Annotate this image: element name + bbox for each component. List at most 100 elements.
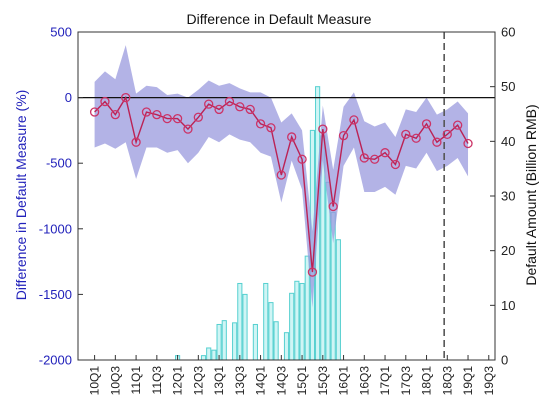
x-tick-label: 13Q1 [212, 366, 226, 396]
axes [77, 31, 496, 361]
x-tick-label: 15Q3 [316, 366, 330, 396]
right-tick-label: 40 [501, 134, 515, 149]
left-tick-label: -1000 [39, 221, 72, 236]
data-point [266, 123, 276, 133]
data-point [100, 96, 110, 107]
bar [289, 292, 295, 361]
data-point [370, 154, 380, 164]
y-axis-label-left: Difference in Default Measure (%) [13, 90, 29, 301]
data-point [421, 119, 432, 129]
bar [283, 332, 290, 361]
right-tick-label: 50 [501, 79, 515, 94]
data-point [287, 132, 297, 142]
bar [200, 355, 207, 361]
data-point [152, 110, 162, 120]
x-tick-label: 15Q1 [295, 366, 309, 396]
right-tick-label: 60 [501, 25, 515, 40]
data-point [411, 133, 421, 143]
data-point [380, 148, 390, 158]
bar [206, 347, 212, 361]
data-point [432, 137, 442, 147]
bar [294, 280, 300, 361]
x-tick-label: 10Q1 [88, 366, 102, 396]
x-tick-label: 11Q1 [129, 366, 143, 395]
data-point [463, 138, 473, 149]
bar [221, 320, 227, 361]
left-tick-label: -500 [46, 156, 72, 171]
data-point [172, 113, 183, 124]
marker-series [89, 92, 473, 277]
x-tick-label: 13Q3 [233, 366, 247, 396]
chart-title: Difference in Default Measure [187, 11, 372, 27]
data-point [245, 104, 255, 115]
x-tick-label: 16Q1 [337, 366, 351, 396]
x-tick-label: 18Q1 [420, 366, 434, 396]
data-point [131, 137, 141, 147]
data-point [214, 104, 224, 115]
right-tick-label: 30 [501, 189, 515, 204]
data-point [141, 107, 152, 117]
bar [216, 323, 222, 361]
x-tick-label: 19Q3 [482, 366, 496, 396]
left-tick-label: -1500 [39, 287, 72, 302]
data-point [121, 92, 131, 103]
line-series [94, 95, 469, 273]
data-point [401, 129, 411, 139]
right-axis-ticks: 60 50 40 30 20 10 0 [490, 25, 515, 368]
data-point [255, 119, 266, 129]
reference-lines [78, 32, 495, 360]
bar [232, 322, 238, 361]
x-tick-label: 11Q3 [150, 366, 164, 395]
right-tick-label: 0 [501, 353, 508, 368]
left-axis-ticks: 500 0 -500 -1000 -1500 -2000 [39, 25, 83, 368]
y-axis-label-right: Default Amount (Billion RMB) [523, 104, 539, 285]
x-axis-ticks: 10Q1 10Q3 11Q1 11Q3 12Q1 12Q3 13Q1 13Q3 14Q1 14Q3… [88, 355, 496, 395]
bar [242, 293, 248, 361]
bar [211, 349, 217, 361]
left-tick-label: 0 [65, 90, 72, 105]
data-point [307, 267, 318, 277]
bar [237, 282, 243, 361]
data-point [297, 154, 307, 164]
confidence-band-area [94, 45, 469, 308]
x-tick-label: 12Q3 [191, 366, 205, 396]
x-tick-label: 18Q3 [440, 366, 454, 396]
data-point [110, 110, 120, 120]
data-point [349, 115, 359, 125]
data-point [276, 170, 286, 180]
left-tick-label: 500 [50, 25, 72, 40]
data-point [183, 124, 193, 134]
bar [299, 282, 305, 361]
data-point [204, 99, 214, 109]
x-tick-label: 19Q1 [461, 366, 475, 396]
bar [252, 323, 258, 361]
data-point [193, 112, 203, 122]
series-line [94, 95, 469, 273]
data-point [318, 124, 328, 134]
data-point [89, 107, 100, 117]
x-tick-label: 12Q1 [171, 366, 185, 396]
x-tick-label: 16Q3 [357, 366, 371, 396]
left-tick-label: -2000 [39, 353, 72, 368]
x-tick-label: 14Q1 [254, 366, 268, 396]
bar [263, 282, 269, 361]
x-tick-label: 17Q3 [399, 366, 413, 396]
data-point [162, 113, 172, 124]
data-point [338, 130, 349, 141]
plot-frame [77, 31, 496, 361]
x-tick-label: 14Q3 [274, 366, 288, 396]
x-tick-label: 17Q1 [378, 366, 392, 396]
data-point [235, 102, 245, 112]
data-point [359, 153, 369, 163]
bar [268, 302, 274, 361]
bar [335, 239, 341, 361]
right-tick-label: 10 [501, 298, 515, 313]
confidence-band [94, 45, 469, 308]
data-point [328, 201, 338, 212]
x-tick-label: 10Q3 [108, 366, 122, 396]
data-point [390, 159, 401, 170]
right-tick-label: 20 [501, 243, 515, 258]
bar [273, 321, 279, 361]
